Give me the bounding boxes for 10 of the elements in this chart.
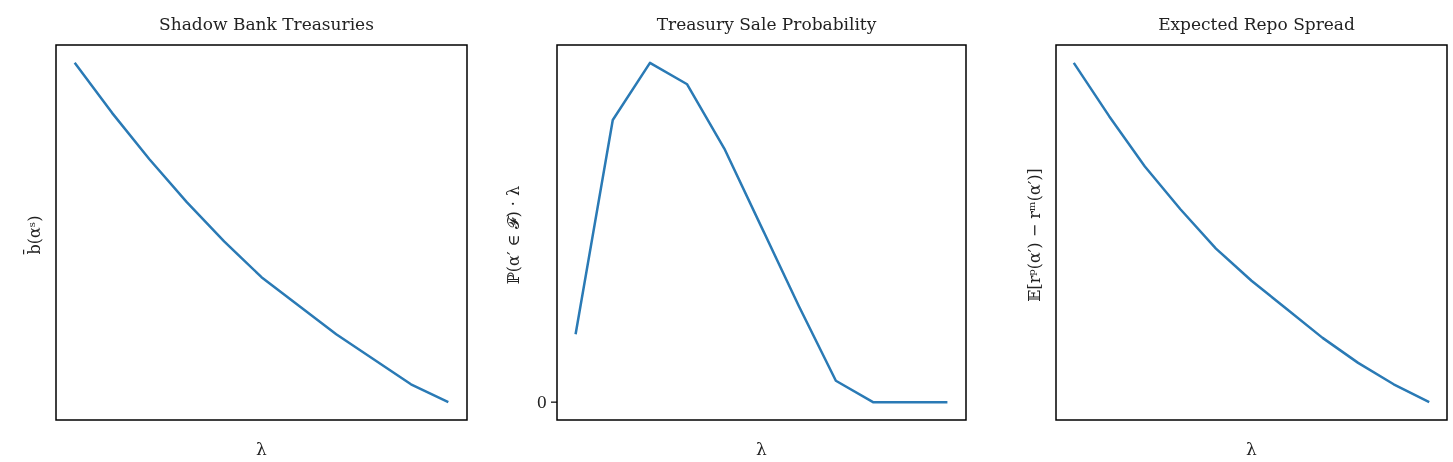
y-axis-title: 𝔼[rᵖ(α′) − rᵐ(α′)] <box>1024 168 1044 302</box>
y-axis-title: ℙ(α′ ∈ 𝓕) · λ <box>503 185 523 285</box>
x-axis-title: λ <box>1246 438 1258 459</box>
y-axis-title: b̄(αˢ) <box>22 215 44 255</box>
x-axis-title: λ <box>256 438 268 459</box>
text: 0 <box>536 392 547 412</box>
x-axis-title: λ <box>756 438 768 459</box>
chart-title: Expected Repo Spread <box>1158 13 1355 34</box>
chart-title: Treasury Sale Probability <box>656 13 877 34</box>
chart-title: Shadow Bank Treasuries <box>159 13 374 34</box>
